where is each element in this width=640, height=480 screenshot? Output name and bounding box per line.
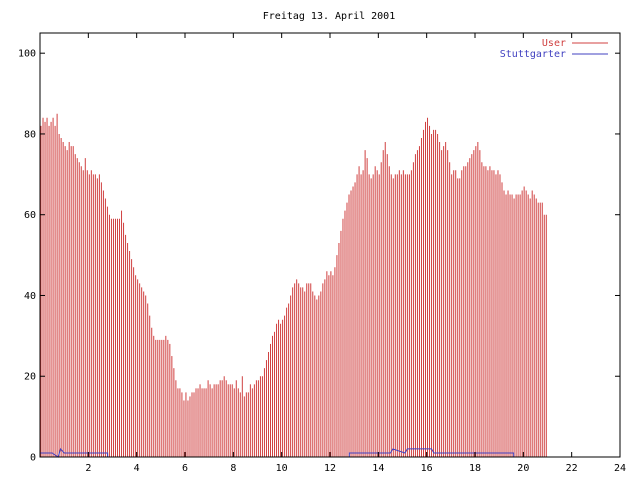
x-tick-label: 10 [276, 463, 288, 474]
y-tick-label: 0 [30, 453, 36, 464]
x-tick-label: 8 [230, 463, 236, 474]
x-tick-label: 6 [182, 463, 188, 474]
y-tick-label: 60 [24, 210, 36, 221]
x-tick-label: 14 [372, 463, 384, 474]
legend-label-stuttgarter: Stuttgarter [500, 49, 566, 60]
y-tick-label: 100 [18, 49, 36, 60]
x-tick-label: 20 [517, 463, 529, 474]
plot-frame [39, 32, 621, 458]
y-tick-label: 20 [24, 372, 36, 383]
x-tick-label: 2 [85, 463, 91, 474]
x-axis: 2 4 6 8 10 12 14 16 18 20 22 24 [85, 33, 626, 474]
user-series-bars [40, 113, 547, 457]
x-tick-label: 22 [566, 463, 578, 474]
x-tick-label: 18 [469, 463, 481, 474]
x-tick-label: 12 [324, 463, 336, 474]
legend-label-user: User [542, 38, 566, 49]
legend: User Stuttgarter [500, 38, 608, 60]
x-tick-label: 24 [614, 463, 626, 474]
chart-title: Freitag 13. April 2001 [263, 11, 395, 22]
y-axis: 0 20 40 60 80 100 [18, 49, 620, 464]
y-tick-label: 40 [24, 291, 36, 302]
y-tick-label: 80 [24, 129, 36, 140]
x-tick-label: 4 [134, 463, 140, 474]
x-tick-label: 16 [421, 463, 433, 474]
stuttgarter-series-line [40, 447, 620, 458]
